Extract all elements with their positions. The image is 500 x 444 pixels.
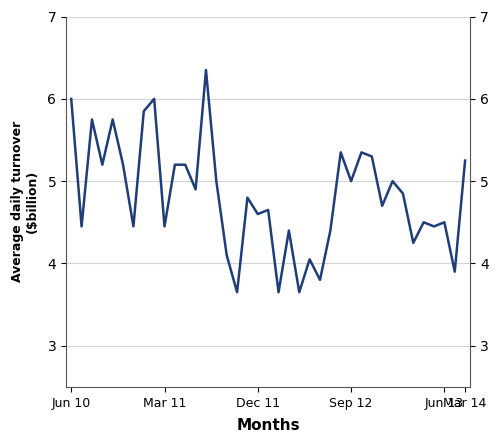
Y-axis label: Average daily turnover
($billion): Average daily turnover ($billion) [11, 121, 39, 282]
X-axis label: Months: Months [236, 418, 300, 433]
